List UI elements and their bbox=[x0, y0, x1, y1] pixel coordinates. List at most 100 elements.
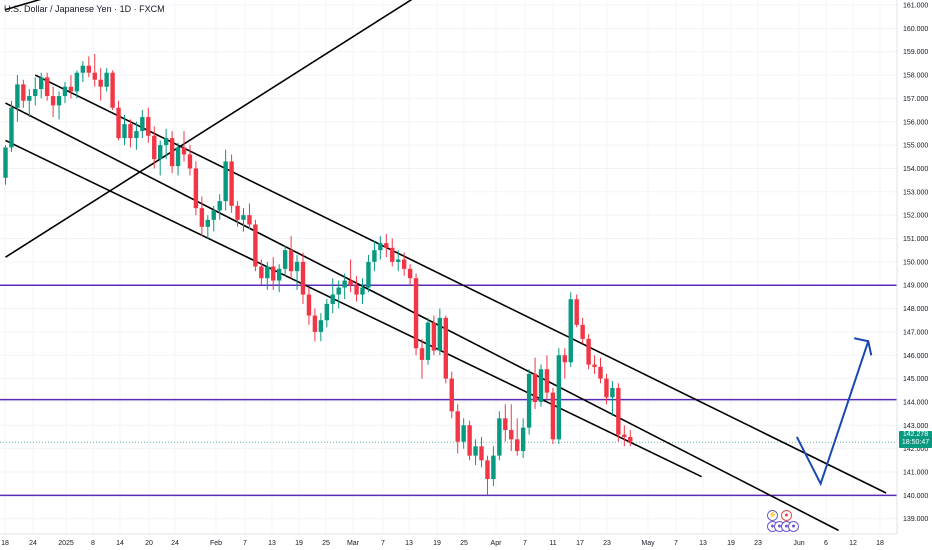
price-axis[interactable]: 161.000 160.000 159.000 158.000 157.000 156.0… bbox=[903, 3, 928, 524]
candle-up bbox=[56, 96, 62, 106]
candle-up bbox=[277, 268, 282, 281]
trend-line[interactable] bbox=[5, 0, 440, 258]
candle-down bbox=[271, 266, 276, 281]
candle-up bbox=[372, 250, 377, 262]
trend-lines[interactable] bbox=[5, 0, 887, 532]
candle-up bbox=[318, 320, 324, 332]
flag-icon[interactable]: ● bbox=[781, 510, 792, 521]
time-tick-label: 6 bbox=[824, 540, 828, 547]
candle-up bbox=[134, 131, 139, 139]
time-tick-label: 7 bbox=[243, 540, 247, 547]
time-tick-label: 23 bbox=[603, 540, 611, 547]
price-tick-label: 148.000 bbox=[903, 306, 928, 313]
candle-down bbox=[419, 348, 425, 360]
time-tick-label: 19 bbox=[433, 540, 441, 547]
candle-down bbox=[604, 378, 609, 398]
candle-down bbox=[116, 107, 121, 139]
candle-up bbox=[140, 117, 145, 132]
price-tick-label: 141.000 bbox=[903, 470, 928, 477]
candle-up bbox=[3, 147, 8, 178]
time-tick-label: 12 bbox=[849, 540, 857, 547]
candle-down bbox=[401, 259, 407, 269]
candle-up bbox=[241, 215, 246, 220]
projection-arrowhead[interactable] bbox=[854, 337, 873, 356]
candle-up bbox=[205, 219, 210, 227]
candle-up bbox=[33, 89, 38, 97]
candle-up bbox=[497, 418, 502, 456]
candle-down bbox=[247, 215, 252, 225]
candle-up bbox=[211, 210, 216, 220]
price-tick-label: 161.000 bbox=[903, 3, 928, 10]
projection-path[interactable] bbox=[795, 340, 870, 487]
candle-up bbox=[330, 294, 335, 304]
price-tick-label: 139.000 bbox=[903, 516, 928, 523]
candle-down bbox=[21, 84, 26, 101]
candle-up bbox=[175, 147, 181, 167]
candle-down bbox=[515, 439, 520, 451]
current-price-value: 142.278 bbox=[902, 431, 929, 438]
price-tick-label: 144.000 bbox=[903, 399, 928, 406]
candle-up bbox=[378, 243, 383, 251]
time-axis[interactable]: 18 24 2025 8 14 20 24 Feb 7 13 19 25 Mar 7 13 19 25 Apr 7 1… bbox=[1, 540, 884, 547]
candle-down bbox=[193, 168, 199, 209]
candle-down bbox=[199, 208, 205, 227]
trend-line[interactable] bbox=[5, 0, 101, 11]
candle-up bbox=[538, 369, 544, 402]
candle-down bbox=[532, 373, 538, 402]
time-tick-label: 25 bbox=[322, 540, 330, 547]
candle-down bbox=[306, 294, 312, 316]
time-tick-label: 19 bbox=[727, 540, 735, 547]
candle-up bbox=[158, 145, 163, 160]
price-tick-label: 145.000 bbox=[903, 376, 928, 383]
candle-up bbox=[396, 259, 401, 262]
candle-down bbox=[586, 338, 591, 365]
candle-down bbox=[187, 154, 193, 169]
time-tick-label: 13 bbox=[699, 540, 707, 547]
trend-line[interactable] bbox=[34, 74, 887, 494]
trend-line[interactable] bbox=[5, 102, 839, 532]
price-tick-label: 147.000 bbox=[903, 329, 928, 336]
time-tick-label: 20 bbox=[145, 540, 153, 547]
projection-arrow[interactable] bbox=[795, 337, 873, 487]
horizontal-levels[interactable] bbox=[0, 284, 897, 497]
time-tick-label: 14 bbox=[116, 540, 124, 547]
candle-up bbox=[556, 355, 562, 440]
candle-down bbox=[431, 322, 437, 351]
candle-down bbox=[407, 268, 413, 279]
price-tick-label: 152.000 bbox=[903, 213, 928, 220]
candle-down bbox=[253, 224, 258, 267]
trend-line[interactable] bbox=[5, 139, 702, 478]
price-tick-label: 149.000 bbox=[903, 283, 928, 290]
flag-icon[interactable]: ● bbox=[788, 521, 799, 532]
time-tick-label: 7 bbox=[381, 540, 385, 547]
candle-down bbox=[92, 72, 97, 80]
candle-up bbox=[122, 124, 127, 139]
candle-up bbox=[294, 261, 300, 272]
time-tick-label: 11 bbox=[549, 540, 556, 547]
time-tick-label: Apr bbox=[491, 540, 503, 547]
candle-down bbox=[288, 250, 294, 272]
candle-up bbox=[39, 77, 44, 90]
price-tick-label: 156.000 bbox=[903, 119, 928, 126]
time-tick-label: Jun bbox=[793, 540, 804, 547]
chart-title: U.S. Dollar / Japanese Yen · 1D · FXCM bbox=[4, 4, 165, 14]
candle-up bbox=[324, 303, 329, 321]
candle-down bbox=[443, 317, 448, 379]
candle-up bbox=[461, 425, 466, 442]
candle-up bbox=[217, 201, 222, 211]
candle-down bbox=[574, 299, 579, 325]
candle-up bbox=[163, 138, 169, 146]
candle-down bbox=[44, 77, 50, 97]
candle-up bbox=[27, 96, 32, 101]
price-tick-label: 154.000 bbox=[903, 166, 928, 173]
candle-down bbox=[509, 429, 514, 440]
price-tick-label: 142.000 bbox=[903, 446, 928, 453]
candle-up bbox=[610, 387, 615, 398]
candle-down bbox=[128, 124, 133, 139]
candle-down bbox=[598, 366, 603, 379]
time-tick-label: 19 bbox=[295, 540, 303, 547]
lightning-icon[interactable]: ⚡ bbox=[767, 510, 778, 521]
price-tick-label: 146.000 bbox=[903, 353, 928, 360]
candle-up bbox=[80, 65, 86, 73]
